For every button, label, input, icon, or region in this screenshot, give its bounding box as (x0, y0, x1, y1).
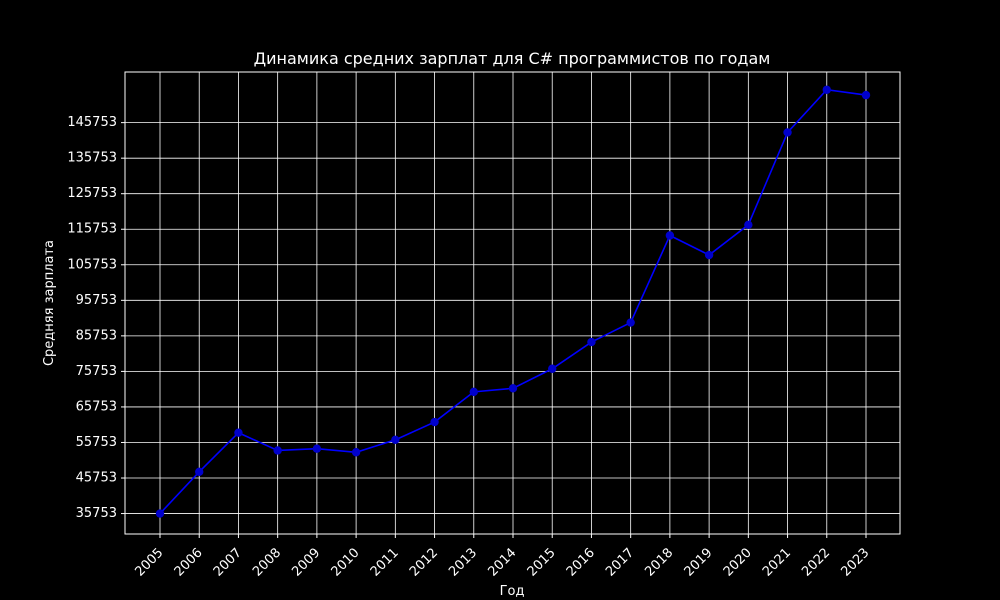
x-axis-label: Год (500, 584, 525, 599)
chart-title: Динамика средних зарплат для C# программ… (254, 49, 771, 68)
data-point (391, 435, 400, 445)
data-point (744, 220, 753, 230)
data-point (508, 384, 518, 393)
data-point (155, 509, 165, 518)
data-point (665, 231, 675, 240)
y-tick-label: 115753 (67, 222, 117, 237)
data-point (195, 467, 204, 477)
y-tick-label: 135753 (67, 151, 117, 166)
data-point (469, 387, 478, 397)
data-point (430, 417, 439, 427)
data-point (587, 337, 596, 347)
data-point (704, 250, 714, 260)
grid-lines (125, 72, 900, 534)
data-point (312, 444, 322, 453)
y-tick-label: 65753 (76, 399, 117, 414)
y-axis-label: Средняя зарплата (42, 240, 57, 366)
data-point (548, 364, 557, 373)
data-point (626, 318, 635, 327)
data-point (822, 85, 831, 94)
y-tick-label: 45753 (76, 471, 117, 486)
y-tick-label: 85753 (76, 328, 117, 343)
y-tick-label: 55753 (76, 435, 117, 450)
y-tick-label: 125753 (67, 186, 117, 201)
data-point (783, 128, 792, 137)
y-tick-label: 95753 (76, 293, 117, 308)
data-point (861, 90, 871, 100)
data-point (273, 446, 282, 455)
y-tick-label: 75753 (76, 364, 117, 379)
series-group (155, 85, 871, 518)
data-point (234, 428, 243, 437)
data-point (351, 448, 361, 457)
y-tick-label: 35753 (76, 506, 117, 521)
y-tick-label: 105753 (67, 257, 117, 272)
y-tick-label: 145753 (67, 115, 117, 130)
